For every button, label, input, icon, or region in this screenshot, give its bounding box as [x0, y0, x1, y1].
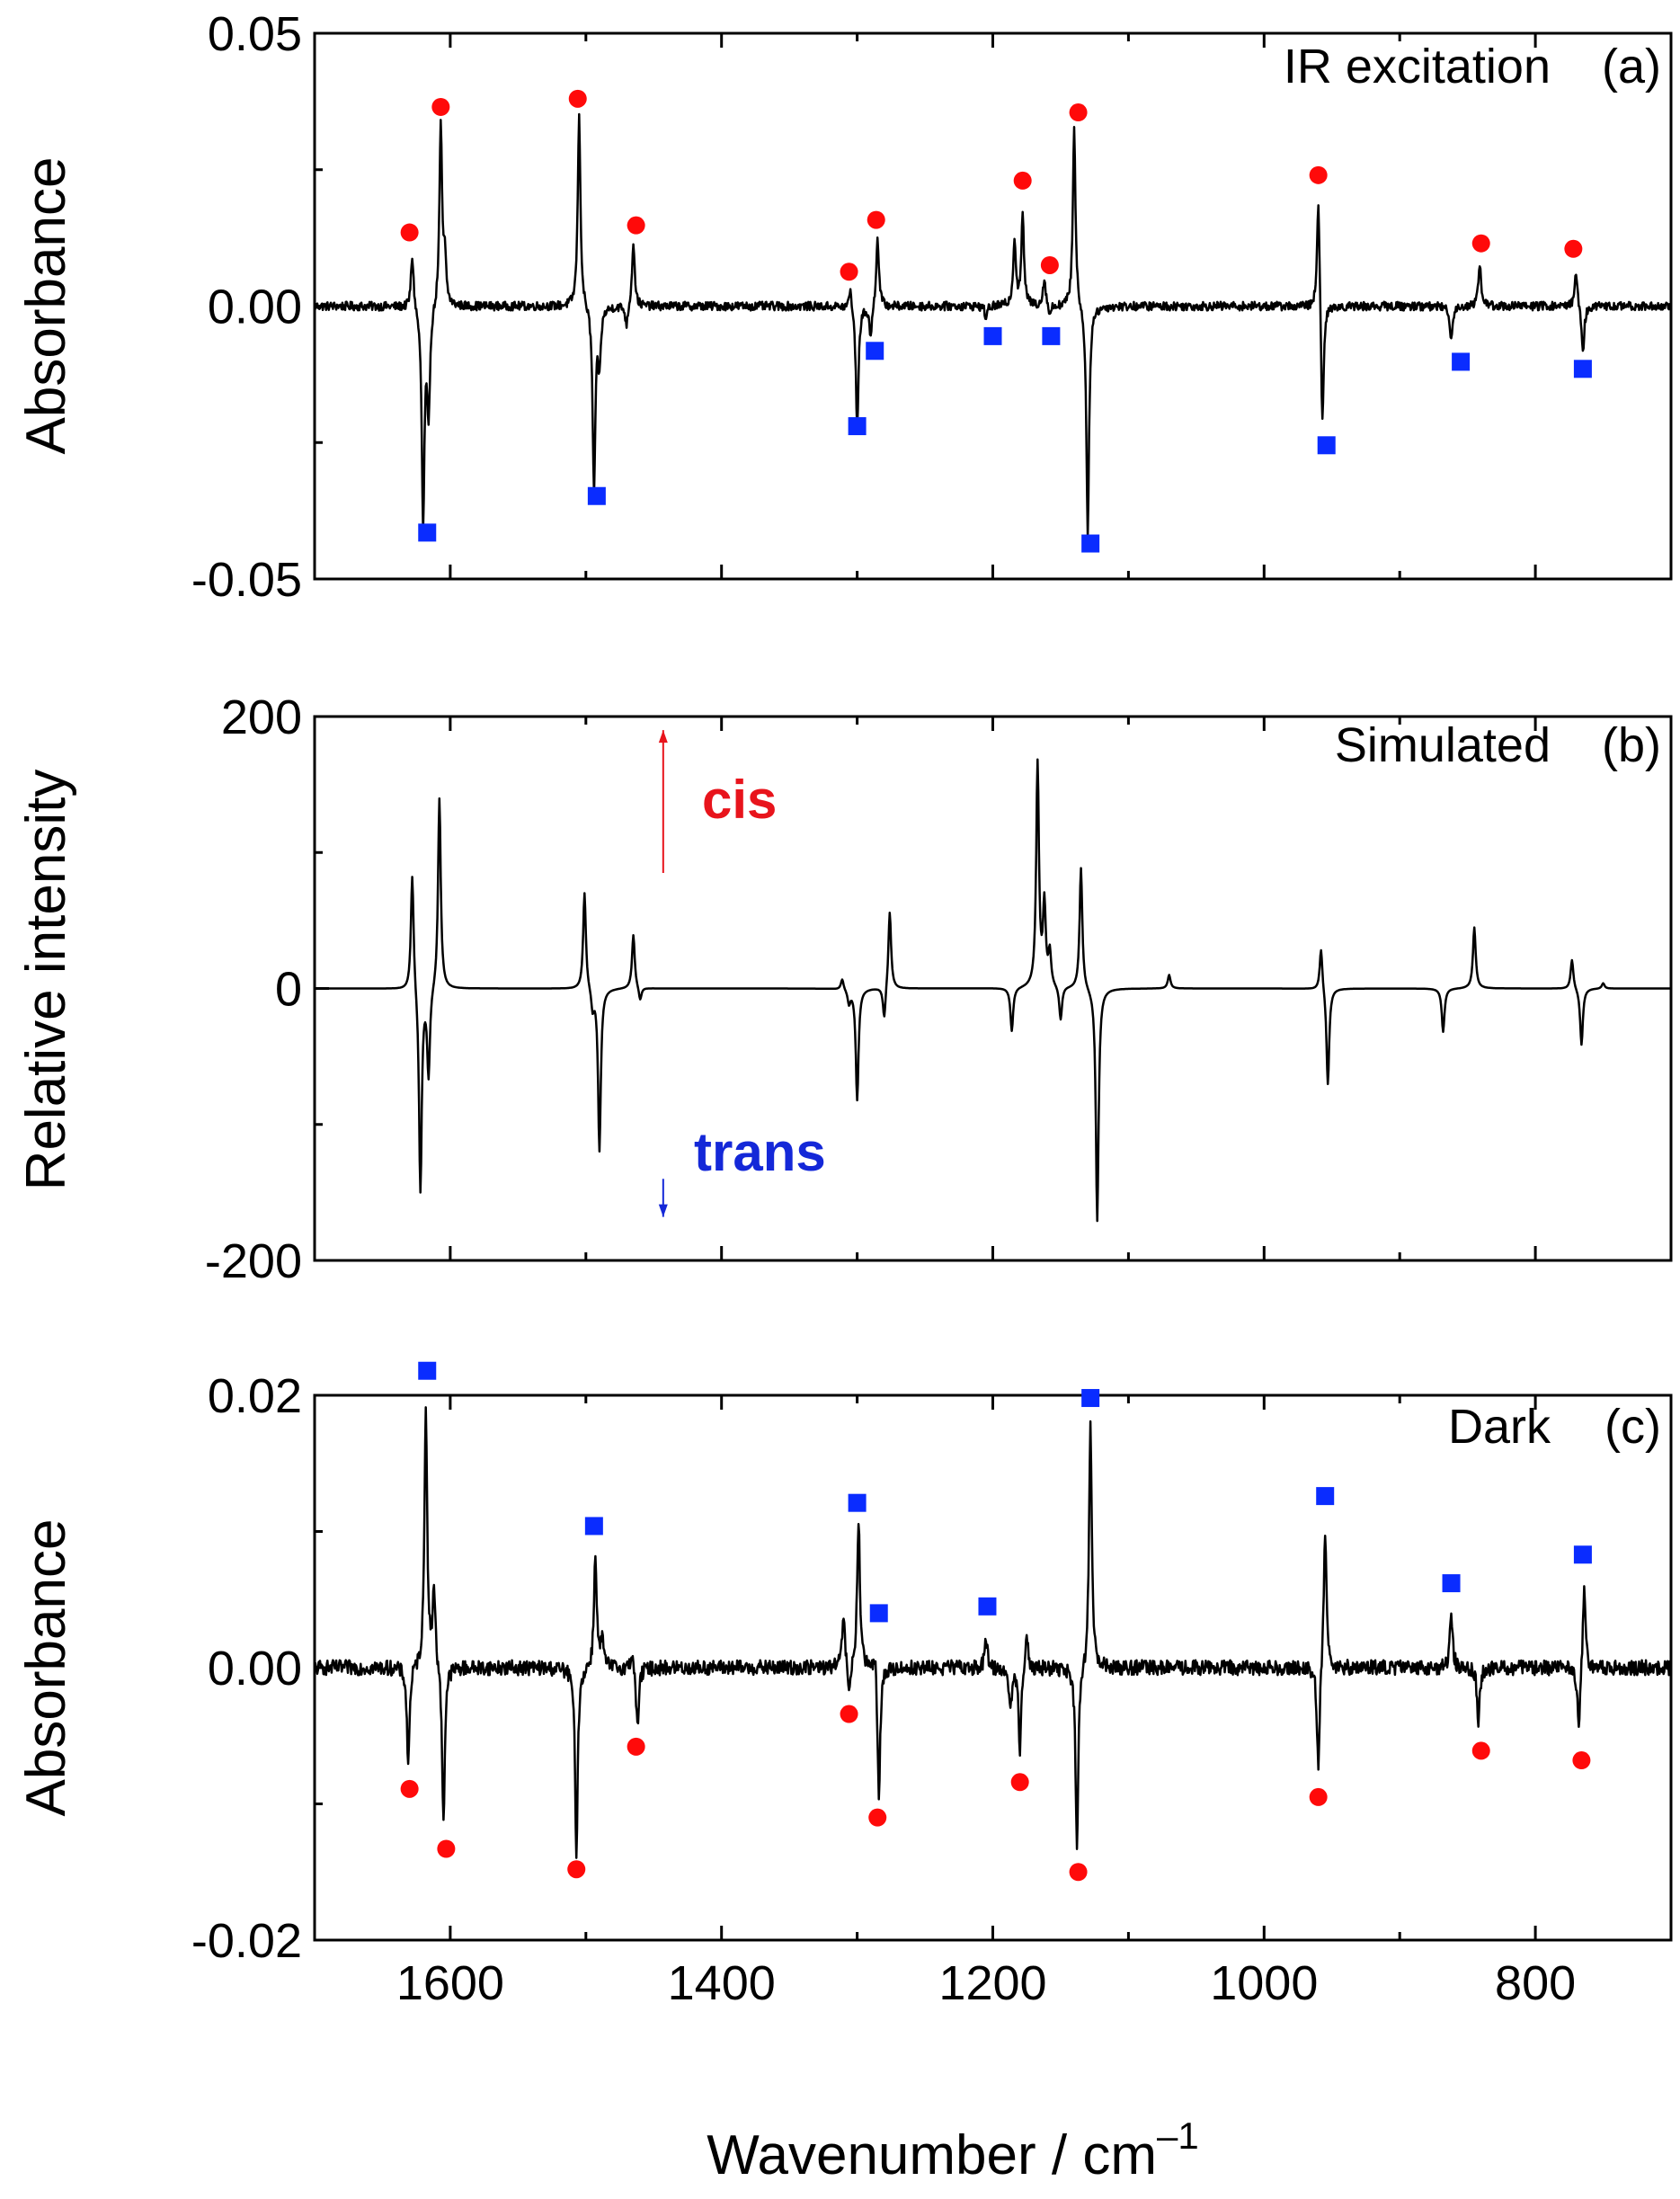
x-tick-label: 1000 [1210, 1956, 1318, 2010]
cis-marker-circle [1471, 1741, 1490, 1760]
trans-marker-square [1081, 534, 1100, 553]
panel-b-ylabel: Relative intensity [15, 770, 77, 1191]
cis-marker-circle [431, 97, 450, 116]
x-axis-title-superscript: –1 [1157, 2114, 1199, 2157]
x-tick-label: 1400 [668, 1956, 776, 2010]
cis-marker-circle [1564, 239, 1583, 258]
trans-marker-square [1042, 326, 1061, 345]
cis-marker-circle [568, 89, 587, 108]
cis-marker-circle [1069, 103, 1088, 122]
trans-marker-square [418, 523, 437, 542]
cis-marker-circle [400, 1779, 419, 1798]
y-tick-label: -0.02 [191, 1914, 302, 1968]
trans-marker-square [869, 1604, 888, 1623]
cis-marker-circle [1069, 1863, 1088, 1882]
panel-a-y-ticks: -0.05 0.00 0.05 [191, 7, 329, 607]
panel-b-label: (b) [1602, 718, 1661, 772]
trans-marker-square [1081, 1389, 1100, 1408]
x-axis-title: Wavenumber / cm–1 [707, 2114, 1198, 2186]
panel-c-markers [400, 1361, 1592, 1882]
panel-b-title: Simulated [1335, 718, 1551, 772]
panel-a-markers [400, 89, 1592, 553]
trans-annotation: trans [694, 1122, 826, 1182]
y-tick-label: 200 [221, 690, 302, 744]
trans-marker-square [1573, 360, 1592, 378]
trans-marker-square [1442, 1574, 1461, 1593]
cis-marker-circle [1013, 171, 1032, 190]
panel-a-ylabel: Absorbance [15, 157, 77, 455]
panel-a-spectrum-line [313, 112, 1673, 539]
panel-a-ir-excitation: -0.05 0.00 0.05 IR excitation (a) Absorban… [15, 7, 1673, 607]
trans-marker-square [1317, 436, 1336, 455]
panel-b-arrows [658, 730, 668, 1217]
panel-b-spectrum-line [314, 758, 1672, 1223]
panel-a-label: (a) [1602, 40, 1661, 93]
panel-c-label: (c) [1604, 1400, 1661, 1454]
trans-marker-square [866, 342, 884, 361]
trans-marker-square [1316, 1487, 1335, 1506]
cis-marker-circle [1572, 1751, 1591, 1770]
cis-arrow-head [658, 730, 668, 743]
panel-c-x-tick-labels: 800 1000 1200 1400 1600 [396, 1956, 1576, 2010]
cis-marker-circle [627, 216, 645, 235]
cis-marker-circle [627, 1737, 645, 1756]
y-tick-label: 0.05 [208, 7, 302, 61]
y-tick-label: -0.05 [191, 553, 302, 607]
panel-b-y-ticks: -200 0 200 [205, 690, 329, 1288]
x-tick-label: 800 [1495, 1956, 1576, 2010]
panel-c-y-ticks: -0.02 0.00 0.02 [191, 1369, 329, 1968]
panel-b-x-ticks [313, 717, 1673, 1260]
trans-marker-square [848, 1493, 867, 1512]
cis-marker-circle [400, 223, 419, 242]
trans-marker-square [1573, 1545, 1592, 1564]
cis-marker-circle [1010, 1773, 1029, 1792]
cis-marker-circle [437, 1839, 456, 1858]
cis-marker-circle [868, 1808, 887, 1827]
trans-marker-square [1452, 352, 1471, 371]
trans-marker-square [584, 1517, 603, 1536]
cis-marker-circle [1471, 234, 1490, 253]
cis-marker-circle [1040, 255, 1059, 274]
cis-marker-circle [567, 1860, 586, 1879]
trans-marker-square [848, 417, 867, 436]
cis-marker-circle [840, 1705, 858, 1723]
cis-marker-circle [840, 263, 858, 281]
cis-marker-circle [867, 210, 885, 229]
panel-c-spectrum-line [314, 1406, 1673, 1859]
panel-a-title: IR excitation [1284, 40, 1551, 93]
y-tick-label: 0 [275, 963, 302, 1017]
panel-c-ylabel: Absorbance [15, 1519, 77, 1817]
cis-marker-circle [1309, 1787, 1328, 1806]
trans-marker-square [418, 1361, 437, 1380]
trans-marker-square [587, 486, 606, 505]
trans-marker-square [978, 1597, 997, 1616]
trans-marker-square [983, 326, 1002, 345]
panel-b-simulated: -200 0 200 Simulated (b) cis trans Relativ… [15, 690, 1673, 1288]
panel-c-dark: -0.02 0.00 0.02 800 1000 1200 1400 1600 Dark (… [15, 1361, 1673, 2186]
panel-a-x-ticks [313, 33, 1673, 579]
y-tick-label: 0.02 [208, 1369, 302, 1423]
x-axis-title-text: Wavenumber / cm [707, 2124, 1157, 2186]
trans-arrow-head [658, 1204, 668, 1217]
cis-marker-circle [1309, 165, 1328, 184]
y-tick-label: 0.00 [208, 1642, 302, 1696]
y-tick-label: -200 [205, 1234, 302, 1288]
x-tick-label: 1200 [938, 1956, 1046, 2010]
x-tick-label: 1600 [396, 1956, 504, 2010]
panel-c-x-ticks [313, 1395, 1673, 1940]
panel-c-title: Dark [1448, 1400, 1551, 1454]
y-tick-label: 0.00 [208, 280, 302, 334]
cis-annotation: cis [702, 770, 777, 830]
